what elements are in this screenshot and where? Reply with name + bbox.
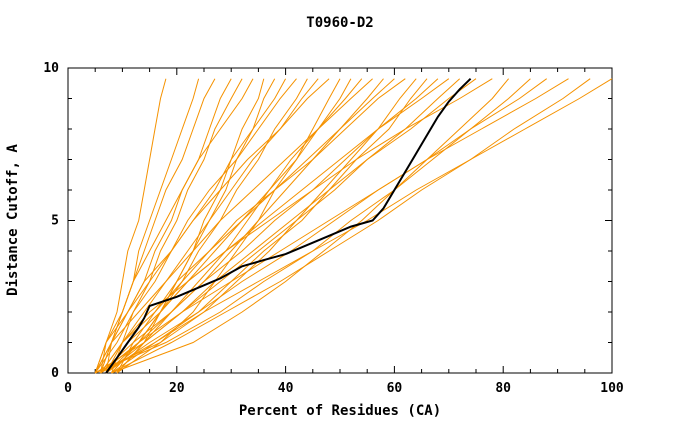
series-line-model-33 [100,78,613,374]
series-line-model-13 [94,78,330,374]
series-line-model-19 [100,78,395,374]
series-line-model-32 [111,78,591,374]
plot-area: 0 20 40 60 80 100 0 5 10 [43,61,624,396]
x-axis-label: Percent of Residues (CA) [239,403,441,419]
y-tick-label: 0 [51,366,59,381]
x-tick-label: 40 [278,381,294,396]
y-axis-label: Distance Cutoff, A [5,144,21,296]
x-tick-label: 100 [600,381,624,396]
chart-title: T0960-D2 [306,15,373,31]
series-line-model-15 [100,78,352,374]
series-line-model-12 [105,78,319,374]
series-line-model-24 [105,78,450,374]
x-tick-label: 80 [495,381,511,396]
series-line-model-01 [94,78,167,374]
series-line-model-28 [111,78,509,374]
series-line-model-17 [94,78,373,374]
series-line-model-23 [100,78,439,374]
series-line-model-30 [105,78,547,374]
series-line-model-03 [105,78,216,374]
series-line-model-31 [100,78,569,374]
series-line-model-20 [116,78,406,374]
series-line-model-29 [95,78,531,374]
series-line-model-06 [100,78,254,374]
x-tick-label: 60 [387,381,403,396]
x-tick-label: 0 [64,381,72,396]
series-line-model-22 [111,78,428,374]
series-line-target-model-highlighted [105,77,472,374]
series-line-model-11 [111,78,308,374]
series-line-model-27 [100,78,493,374]
series-line-model-18 [105,78,384,374]
x-tick-label: 20 [169,381,185,396]
y-tick-label: 10 [43,61,59,76]
series-line-model-10 [100,78,297,374]
y-tick-label: 5 [51,214,59,229]
